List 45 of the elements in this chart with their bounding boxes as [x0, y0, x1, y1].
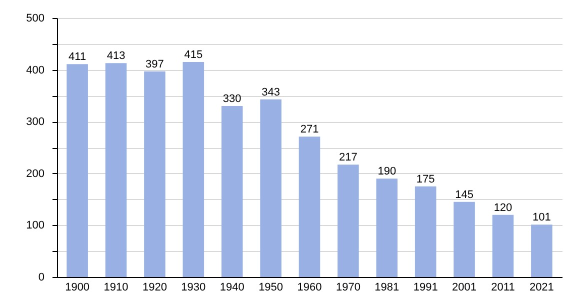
data-label: 101 — [532, 212, 551, 224]
data-label: 415 — [184, 49, 203, 62]
y-tick-label: 300 — [26, 116, 44, 128]
x-tick-label: 1960 — [297, 282, 322, 294]
x-tick-label: 1900 — [65, 282, 90, 294]
bar — [260, 99, 282, 277]
x-tick-label: 1910 — [104, 282, 128, 294]
data-label: 411 — [68, 51, 86, 64]
data-label: 120 — [494, 202, 512, 214]
data-label: 330 — [222, 93, 242, 106]
data-label: 190 — [378, 166, 396, 178]
bar — [414, 186, 436, 277]
y-tick-label: 200 — [26, 168, 44, 180]
x-tick-label: 2011 — [491, 282, 515, 294]
bar — [66, 64, 88, 277]
data-label: 397 — [146, 58, 164, 70]
bar — [492, 214, 514, 277]
bar — [298, 136, 320, 277]
data-label: 175 — [416, 173, 435, 186]
y-tick-label: 0 — [38, 272, 44, 284]
y-tick-label: 400 — [26, 64, 44, 76]
x-tick-label: 1970 — [336, 282, 360, 294]
x-tick-label: 1940 — [220, 282, 244, 294]
x-tick-label: 2021 — [529, 282, 554, 294]
bar — [221, 106, 243, 277]
bar — [531, 224, 552, 277]
x-tick-label: 1930 — [181, 282, 206, 294]
x-tick-label: 1950 — [258, 282, 284, 294]
y-tick-label: 100 — [26, 220, 44, 232]
bar — [338, 164, 359, 277]
x-tick-label: 2001 — [452, 282, 477, 294]
bar — [144, 71, 166, 277]
x-tick-label: 1991 — [413, 282, 438, 294]
x-tick-label: 1981 — [374, 282, 400, 294]
x-tick-label: 1920 — [142, 282, 167, 294]
data-label: 413 — [106, 50, 126, 62]
bar — [376, 178, 398, 277]
data-label: 217 — [339, 152, 358, 164]
bar — [105, 63, 127, 277]
data-label: 271 — [300, 124, 319, 136]
data-label: 145 — [455, 188, 474, 201]
y-tick-label: 500 — [26, 12, 44, 24]
bar — [454, 202, 475, 277]
bar — [182, 62, 204, 277]
data-label: 343 — [262, 86, 280, 98]
